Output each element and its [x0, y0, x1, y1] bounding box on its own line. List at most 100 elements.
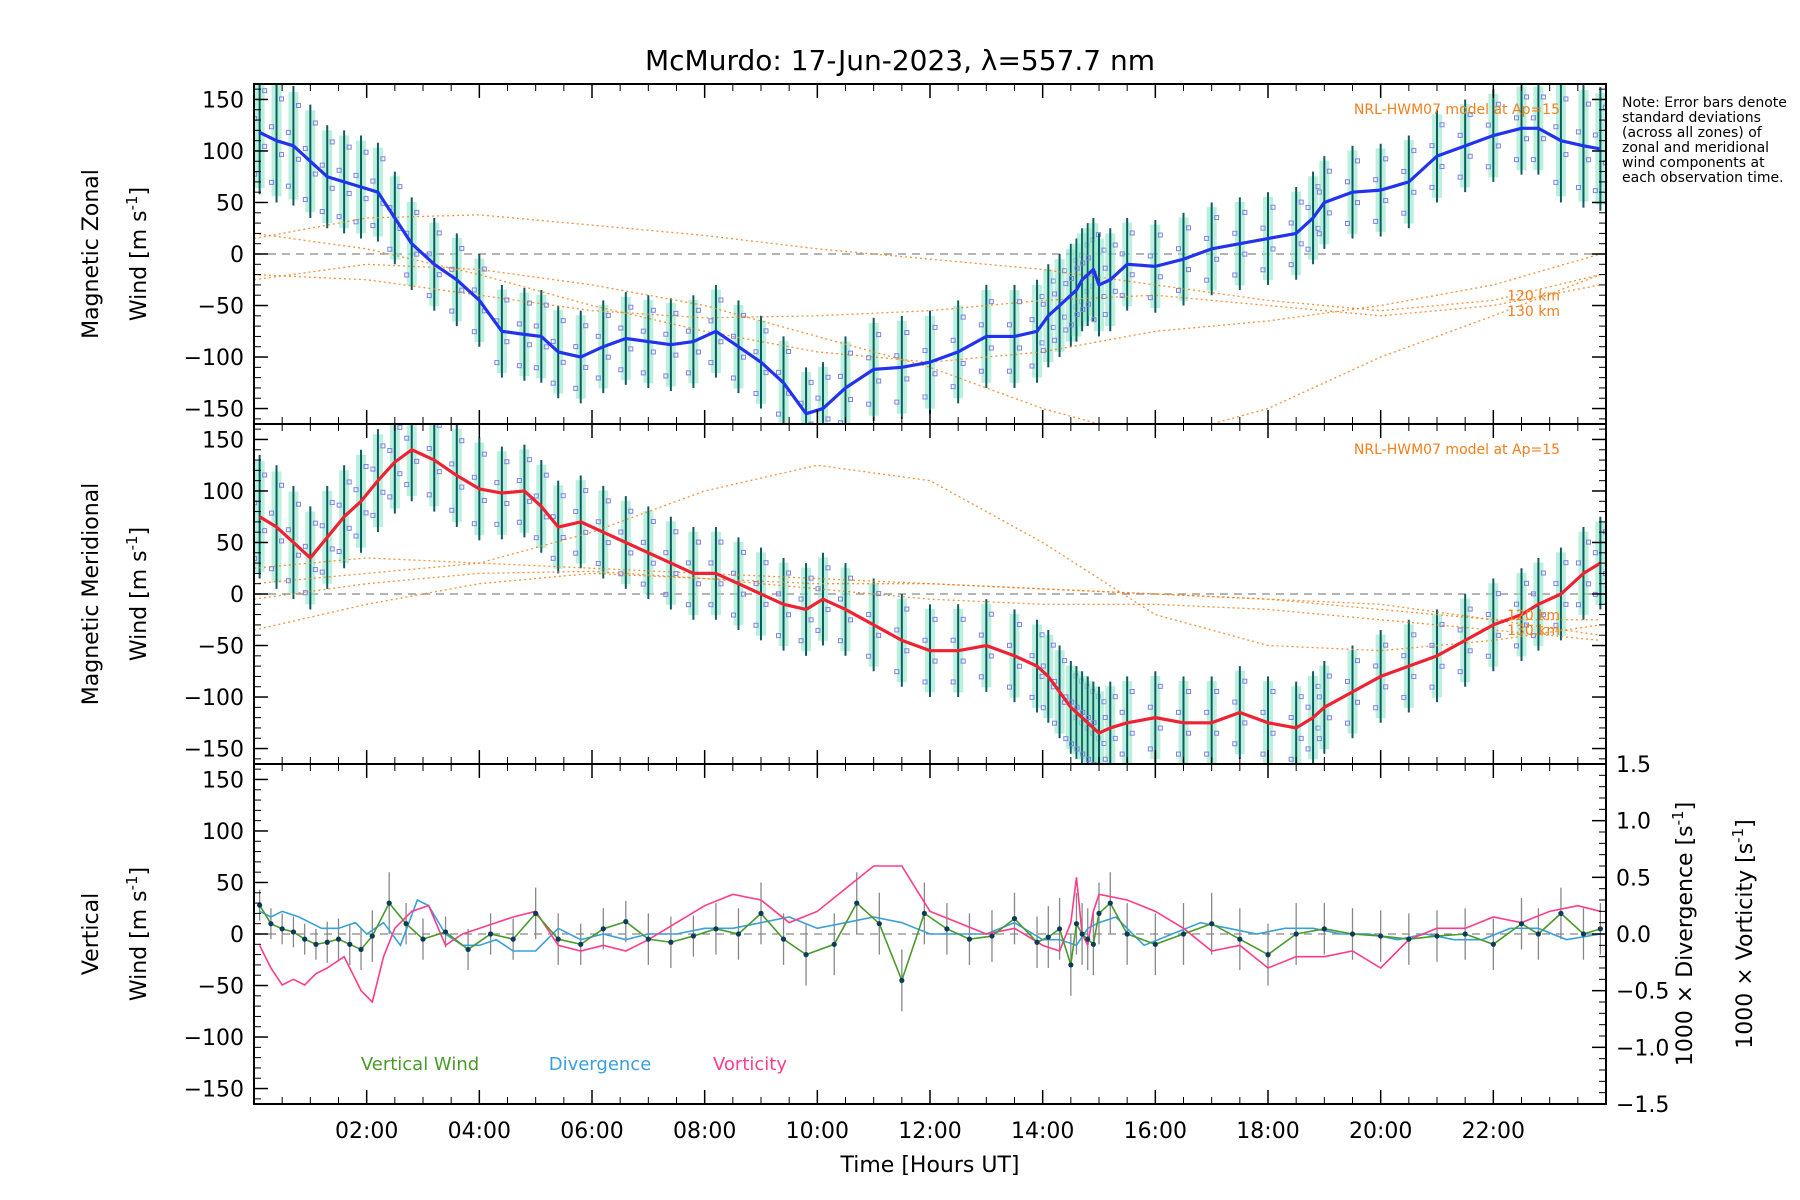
y-axis-title-end: ]: [127, 867, 152, 876]
zone-point: [866, 401, 872, 407]
y-axis-title-line2: Wind [m s-1]: [123, 527, 152, 661]
vertical-wind-point: [465, 946, 471, 953]
y-tick-label: 150: [202, 428, 244, 453]
zone-point: [494, 360, 500, 366]
zone-point: [1288, 262, 1294, 268]
y-axis-title-line1: Magnetic Zonal: [79, 169, 104, 339]
zone-point: [526, 300, 532, 306]
zone-point: [740, 549, 746, 555]
vertical-wind-point: [1293, 931, 1299, 937]
zone-point: [1592, 188, 1598, 194]
y-tick-label: 50: [216, 871, 244, 896]
zone-point: [848, 397, 853, 403]
zone-point: [1467, 112, 1473, 118]
zone-point: [815, 395, 821, 401]
zone-point: [1298, 199, 1304, 205]
zone-point: [988, 611, 994, 617]
zone-point: [1050, 642, 1056, 648]
zone-point: [838, 420, 843, 424]
zone-point: [1457, 627, 1463, 633]
zone-point: [1540, 570, 1546, 576]
zone-point: [312, 567, 318, 573]
vertical-wind-point: [386, 900, 392, 906]
zone-point: [595, 333, 601, 339]
zone-point: [1204, 751, 1210, 757]
zone-point: [1260, 709, 1266, 715]
zone-point: [1242, 251, 1248, 257]
zone-point: [1242, 720, 1248, 726]
vertical-wind-point: [1265, 952, 1271, 958]
zone-point: [628, 304, 634, 310]
zone-point: [1530, 591, 1536, 597]
vertical-wind-point: [1597, 926, 1603, 932]
zone-point: [1355, 699, 1360, 705]
zone-point: [605, 354, 611, 360]
model-label: NRL-HWM07 model at Ap=15: [1354, 442, 1560, 458]
zone-point: [526, 457, 532, 463]
vertical-wind-point: [713, 926, 719, 932]
zone-point: [494, 521, 500, 527]
zone-point: [618, 529, 624, 535]
model-curve-2: [254, 273, 1601, 319]
vertical-wind-point: [358, 946, 364, 953]
zone-point: [763, 601, 769, 607]
zone-point: [808, 617, 814, 623]
zone-point: [1575, 602, 1581, 608]
zone-point: [763, 328, 769, 334]
zone-point: [960, 616, 966, 622]
zone-point: [380, 443, 386, 449]
zone-point: [1029, 653, 1035, 659]
zone-point: [533, 493, 539, 499]
y-tick-label: 50: [216, 191, 244, 216]
zone-point: [319, 569, 325, 575]
zone-point: [1563, 601, 1569, 607]
x-tick-label: 16:00: [1124, 1119, 1187, 1144]
zone-point: [695, 349, 701, 355]
vertical-wind-point: [803, 952, 809, 958]
zone-point: [838, 596, 843, 602]
vertical-wind-point: [1096, 910, 1102, 916]
vertical-wind-point: [555, 936, 561, 942]
zone-point: [583, 323, 589, 329]
zone-point: [1080, 260, 1086, 266]
vertical-wind-point: [1558, 910, 1564, 916]
zone-point: [848, 350, 853, 356]
right-tick-label: 0.5: [1616, 866, 1651, 891]
zone-point: [904, 606, 910, 612]
zone-point: [1316, 694, 1322, 700]
y-axis-title-line2: Wind [m s-1]: [123, 187, 152, 321]
zone-point: [1326, 210, 1332, 216]
zone-point: [876, 591, 882, 597]
zone-point: [1176, 709, 1181, 715]
zone-point: [1305, 205, 1311, 211]
zone-point: [1326, 715, 1332, 721]
zone-point: [560, 318, 566, 324]
y-axis-title-sup: -1: [123, 535, 141, 550]
zone-point: [786, 570, 792, 576]
panel-meridional-plot: [254, 424, 1606, 764]
zone-point: [1074, 746, 1080, 752]
y-tick-label: 50: [216, 531, 244, 556]
zone-point: [595, 375, 601, 381]
zone-point: [1345, 678, 1350, 684]
zone-point: [471, 287, 477, 293]
model-alt-label-130: 130 km: [1507, 623, 1560, 639]
zone-point: [1530, 115, 1536, 121]
zone-point: [1102, 756, 1108, 762]
zone-point: [336, 549, 342, 554]
zone-point: [387, 448, 393, 454]
vorticity-axis-title-end: ]: [1733, 819, 1758, 828]
zone-point: [426, 445, 432, 451]
zone-point: [1288, 756, 1294, 762]
vertical-wind-point: [313, 941, 319, 947]
zone-point: [1592, 550, 1598, 556]
zone-point: [319, 209, 325, 214]
zone-point: [1540, 94, 1546, 100]
zone-point: [285, 183, 291, 189]
zone-point: [516, 519, 522, 525]
zone-point: [650, 518, 656, 524]
zone-point: [319, 162, 325, 168]
vertical-wind-point: [623, 919, 629, 925]
zone-point: [904, 376, 910, 382]
zone-point: [262, 143, 268, 149]
